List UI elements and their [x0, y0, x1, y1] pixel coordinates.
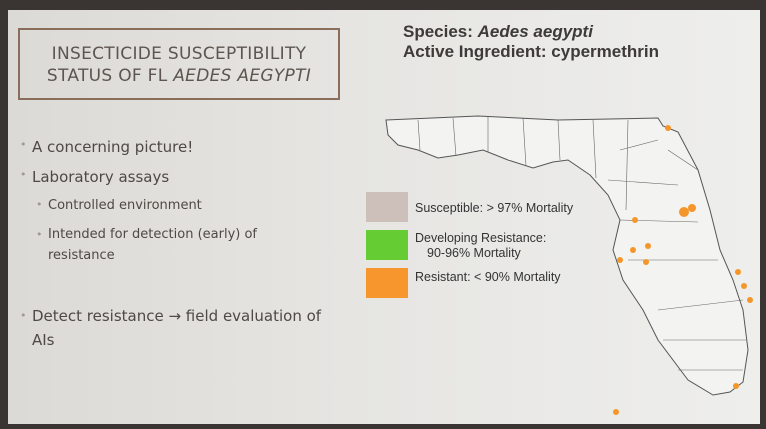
title-line: STATUS OF FL AEDES AEGYPTI	[20, 65, 338, 87]
title-line: INSECTICIDE SUSCEPTIBILITY	[20, 43, 338, 65]
page: INSECTICIDE SUSCEPTIBILITY STATUS OF FL …	[0, 0, 766, 429]
slide: INSECTICIDE SUSCEPTIBILITY STATUS OF FL …	[8, 10, 760, 424]
bullet: Detect resistance → field evaluation of …	[32, 304, 332, 352]
left-panel: INSECTICIDE SUSCEPTIBILITY STATUS OF FL …	[8, 10, 358, 424]
title-italic: AEDES AEGYPTI	[173, 66, 311, 86]
sub-bullet: Intended for detection (early) of resist…	[48, 224, 288, 266]
bullet: Laboratory assays	[32, 168, 169, 186]
title-box: INSECTICIDE SUSCEPTIBILITY STATUS OF FL …	[18, 28, 340, 100]
sub-bullet: Controlled environment	[48, 198, 202, 213]
bullet: A concerning picture!	[32, 138, 193, 156]
legend-swatch	[366, 268, 408, 298]
legend-label: Developing Resistance:90-96% Mortality	[415, 231, 546, 261]
legend-label: Resistant: < 90% Mortality	[415, 270, 561, 285]
legend-swatch	[366, 230, 408, 260]
right-panel: Species: Aedes aegypti Active Ingredient…	[358, 10, 760, 424]
florida-map	[358, 10, 760, 424]
legend-line: 90-96% Mortality	[415, 246, 546, 261]
legend-line: Developing Resistance:	[415, 231, 546, 246]
legend-label: Susceptible: > 97% Mortality	[415, 201, 573, 216]
legend-swatch	[366, 192, 408, 222]
title-text: STATUS OF FL	[47, 66, 173, 86]
